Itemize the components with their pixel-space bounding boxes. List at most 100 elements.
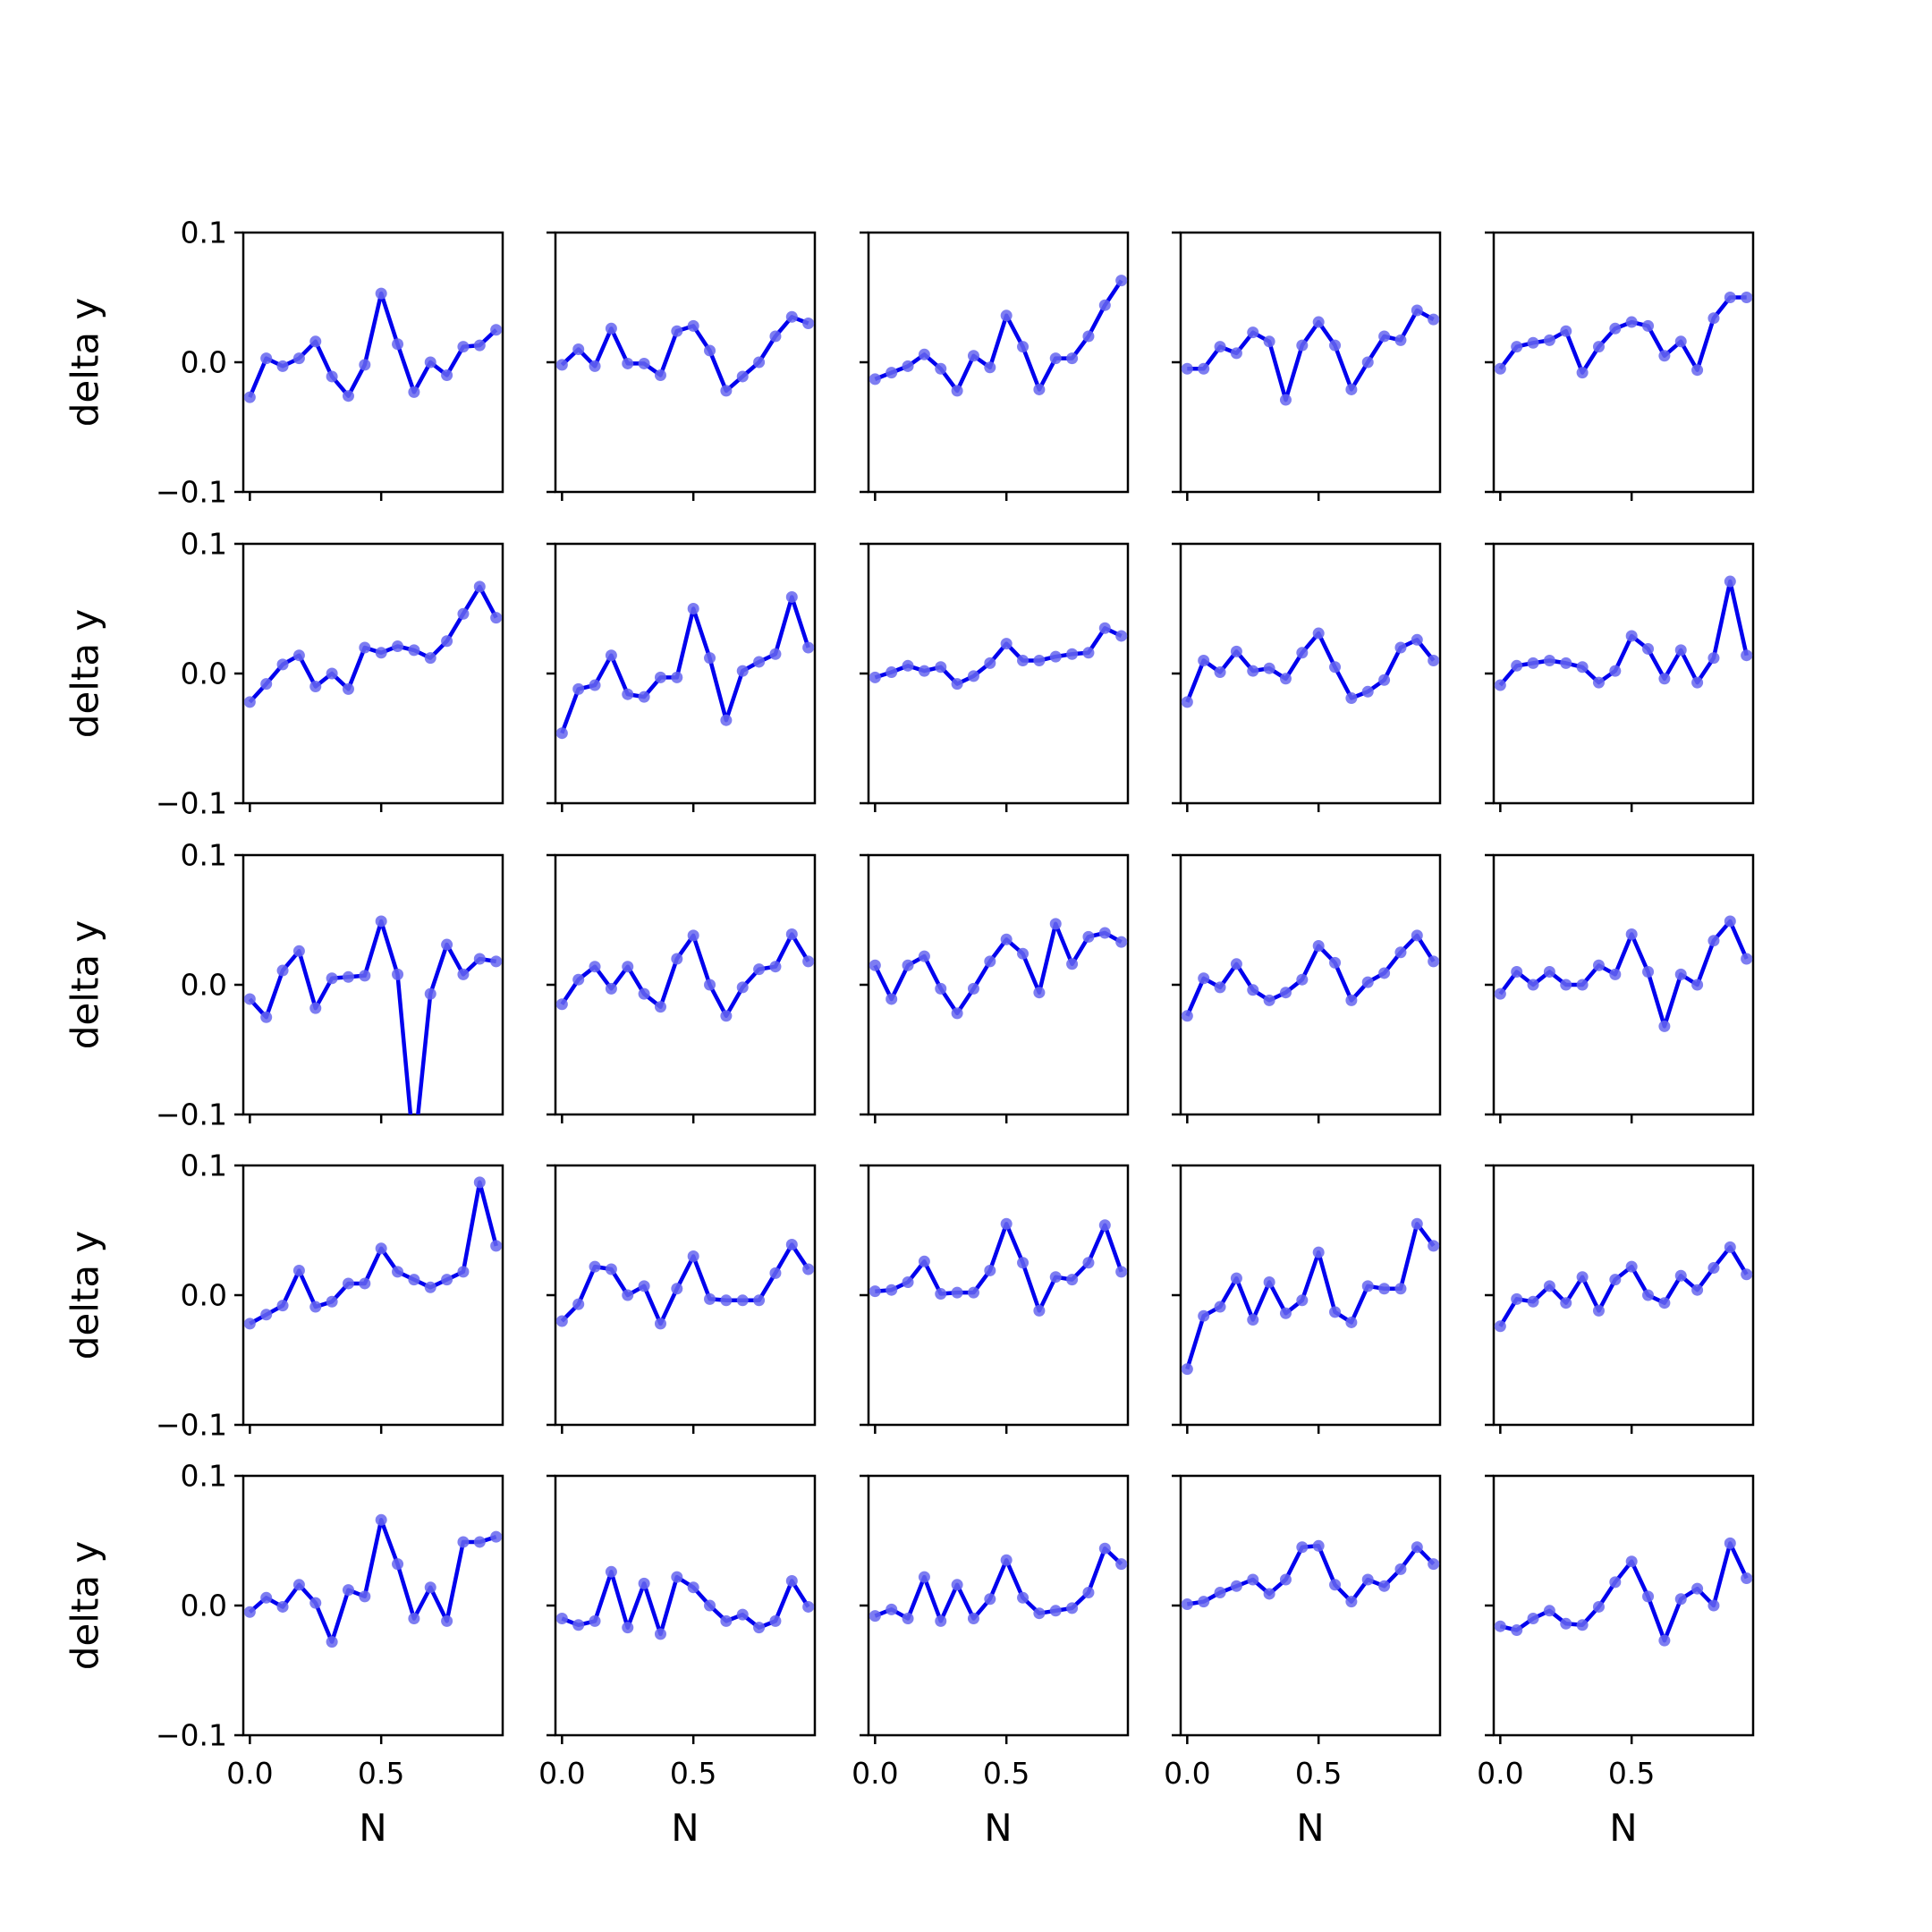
- data-point: [1741, 292, 1753, 303]
- data-point: [605, 1263, 617, 1275]
- data-point: [1198, 1596, 1210, 1608]
- data-point: [1394, 334, 1407, 346]
- data-point: [1345, 692, 1358, 705]
- data-point: [918, 665, 930, 677]
- x-tick-label: 0.5: [358, 1756, 404, 1791]
- data-point: [951, 1286, 963, 1299]
- data-point: [589, 1260, 601, 1273]
- data-point: [769, 1267, 782, 1279]
- series-group: [1181, 304, 1440, 406]
- data-point: [1576, 979, 1589, 991]
- data-point: [1098, 1219, 1111, 1232]
- data-point: [1181, 1363, 1193, 1376]
- data-point: [457, 607, 470, 620]
- data-point: [1361, 685, 1374, 698]
- y-axis-label: delta y: [64, 920, 107, 1050]
- data-point: [1279, 987, 1292, 999]
- data-point: [1312, 940, 1325, 952]
- data-point: [1082, 1587, 1095, 1598]
- data-point: [802, 1600, 815, 1613]
- data-point: [736, 1294, 749, 1307]
- axes-frame: [242, 542, 504, 805]
- data-point: [1592, 341, 1605, 353]
- data-point: [572, 682, 585, 695]
- data-point: [1707, 1599, 1720, 1612]
- series-line: [249, 1180, 498, 1326]
- data-point: [1625, 630, 1638, 642]
- data-point: [1247, 1573, 1259, 1586]
- data-point: [1674, 968, 1687, 980]
- data-point: [1263, 335, 1275, 348]
- data-point: [736, 1608, 749, 1621]
- x-tick-label: 0.5: [670, 1756, 716, 1791]
- series-group: [1494, 1537, 1753, 1647]
- x-tick-label: 0.0: [1164, 1756, 1210, 1791]
- data-point: [572, 973, 585, 986]
- series-group: [869, 275, 1128, 397]
- data-point: [1674, 644, 1687, 657]
- data-point: [260, 1591, 273, 1604]
- data-point: [1494, 1320, 1506, 1333]
- data-point: [276, 964, 289, 977]
- data-point: [1033, 655, 1046, 666]
- data-point: [984, 955, 996, 968]
- data-point: [555, 1315, 568, 1327]
- data-point: [276, 360, 289, 372]
- data-point: [1411, 929, 1423, 942]
- data-point: [1181, 1010, 1193, 1022]
- data-point: [1361, 1280, 1374, 1292]
- data-point: [359, 970, 371, 982]
- subplot-r2-c4: [1485, 853, 1755, 1123]
- data-point: [1592, 1304, 1605, 1317]
- data-point: [704, 344, 716, 357]
- data-point: [1230, 958, 1242, 970]
- data-point: [572, 1298, 585, 1310]
- data-point: [1017, 1257, 1030, 1269]
- data-point: [326, 370, 338, 383]
- series-group: [1181, 1217, 1440, 1376]
- data-point: [622, 357, 634, 369]
- data-point: [375, 1242, 387, 1255]
- data-point: [1230, 1580, 1242, 1592]
- data-point: [1394, 641, 1407, 654]
- data-point: [785, 928, 798, 940]
- data-point: [490, 955, 503, 968]
- data-point: [424, 1581, 436, 1594]
- data-point: [359, 641, 371, 654]
- data-point: [1033, 383, 1046, 395]
- data-point: [1247, 984, 1259, 996]
- data-point: [1296, 1541, 1309, 1554]
- data-point: [886, 367, 898, 379]
- data-point: [1511, 966, 1523, 978]
- data-point: [490, 324, 503, 336]
- data-point: [408, 386, 420, 398]
- data-point: [1741, 1572, 1753, 1585]
- data-point: [473, 953, 486, 965]
- data-point: [1247, 326, 1259, 339]
- axes-frame: [867, 1164, 1130, 1427]
- data-point: [1329, 1579, 1342, 1591]
- data-point: [490, 1240, 503, 1252]
- data-point: [473, 339, 486, 352]
- data-point: [342, 682, 354, 695]
- series-group: [243, 1513, 503, 1648]
- data-point: [1329, 956, 1342, 969]
- series-group: [243, 287, 503, 403]
- data-point: [1560, 325, 1572, 337]
- data-point: [1625, 1555, 1638, 1568]
- data-point: [1082, 930, 1095, 943]
- subplot-r0-c1: [547, 231, 817, 501]
- data-point: [1527, 1295, 1539, 1308]
- data-point: [1543, 966, 1555, 978]
- data-point: [1411, 633, 1423, 646]
- data-point: [1230, 1272, 1242, 1284]
- series-group: [555, 1565, 815, 1640]
- data-point: [1592, 1600, 1605, 1613]
- data-point: [671, 1571, 683, 1583]
- axes-frame: [1492, 231, 1755, 494]
- series-group: [555, 310, 815, 397]
- data-point: [1658, 1297, 1671, 1309]
- series-line: [1498, 919, 1749, 1029]
- data-point: [1049, 650, 1062, 663]
